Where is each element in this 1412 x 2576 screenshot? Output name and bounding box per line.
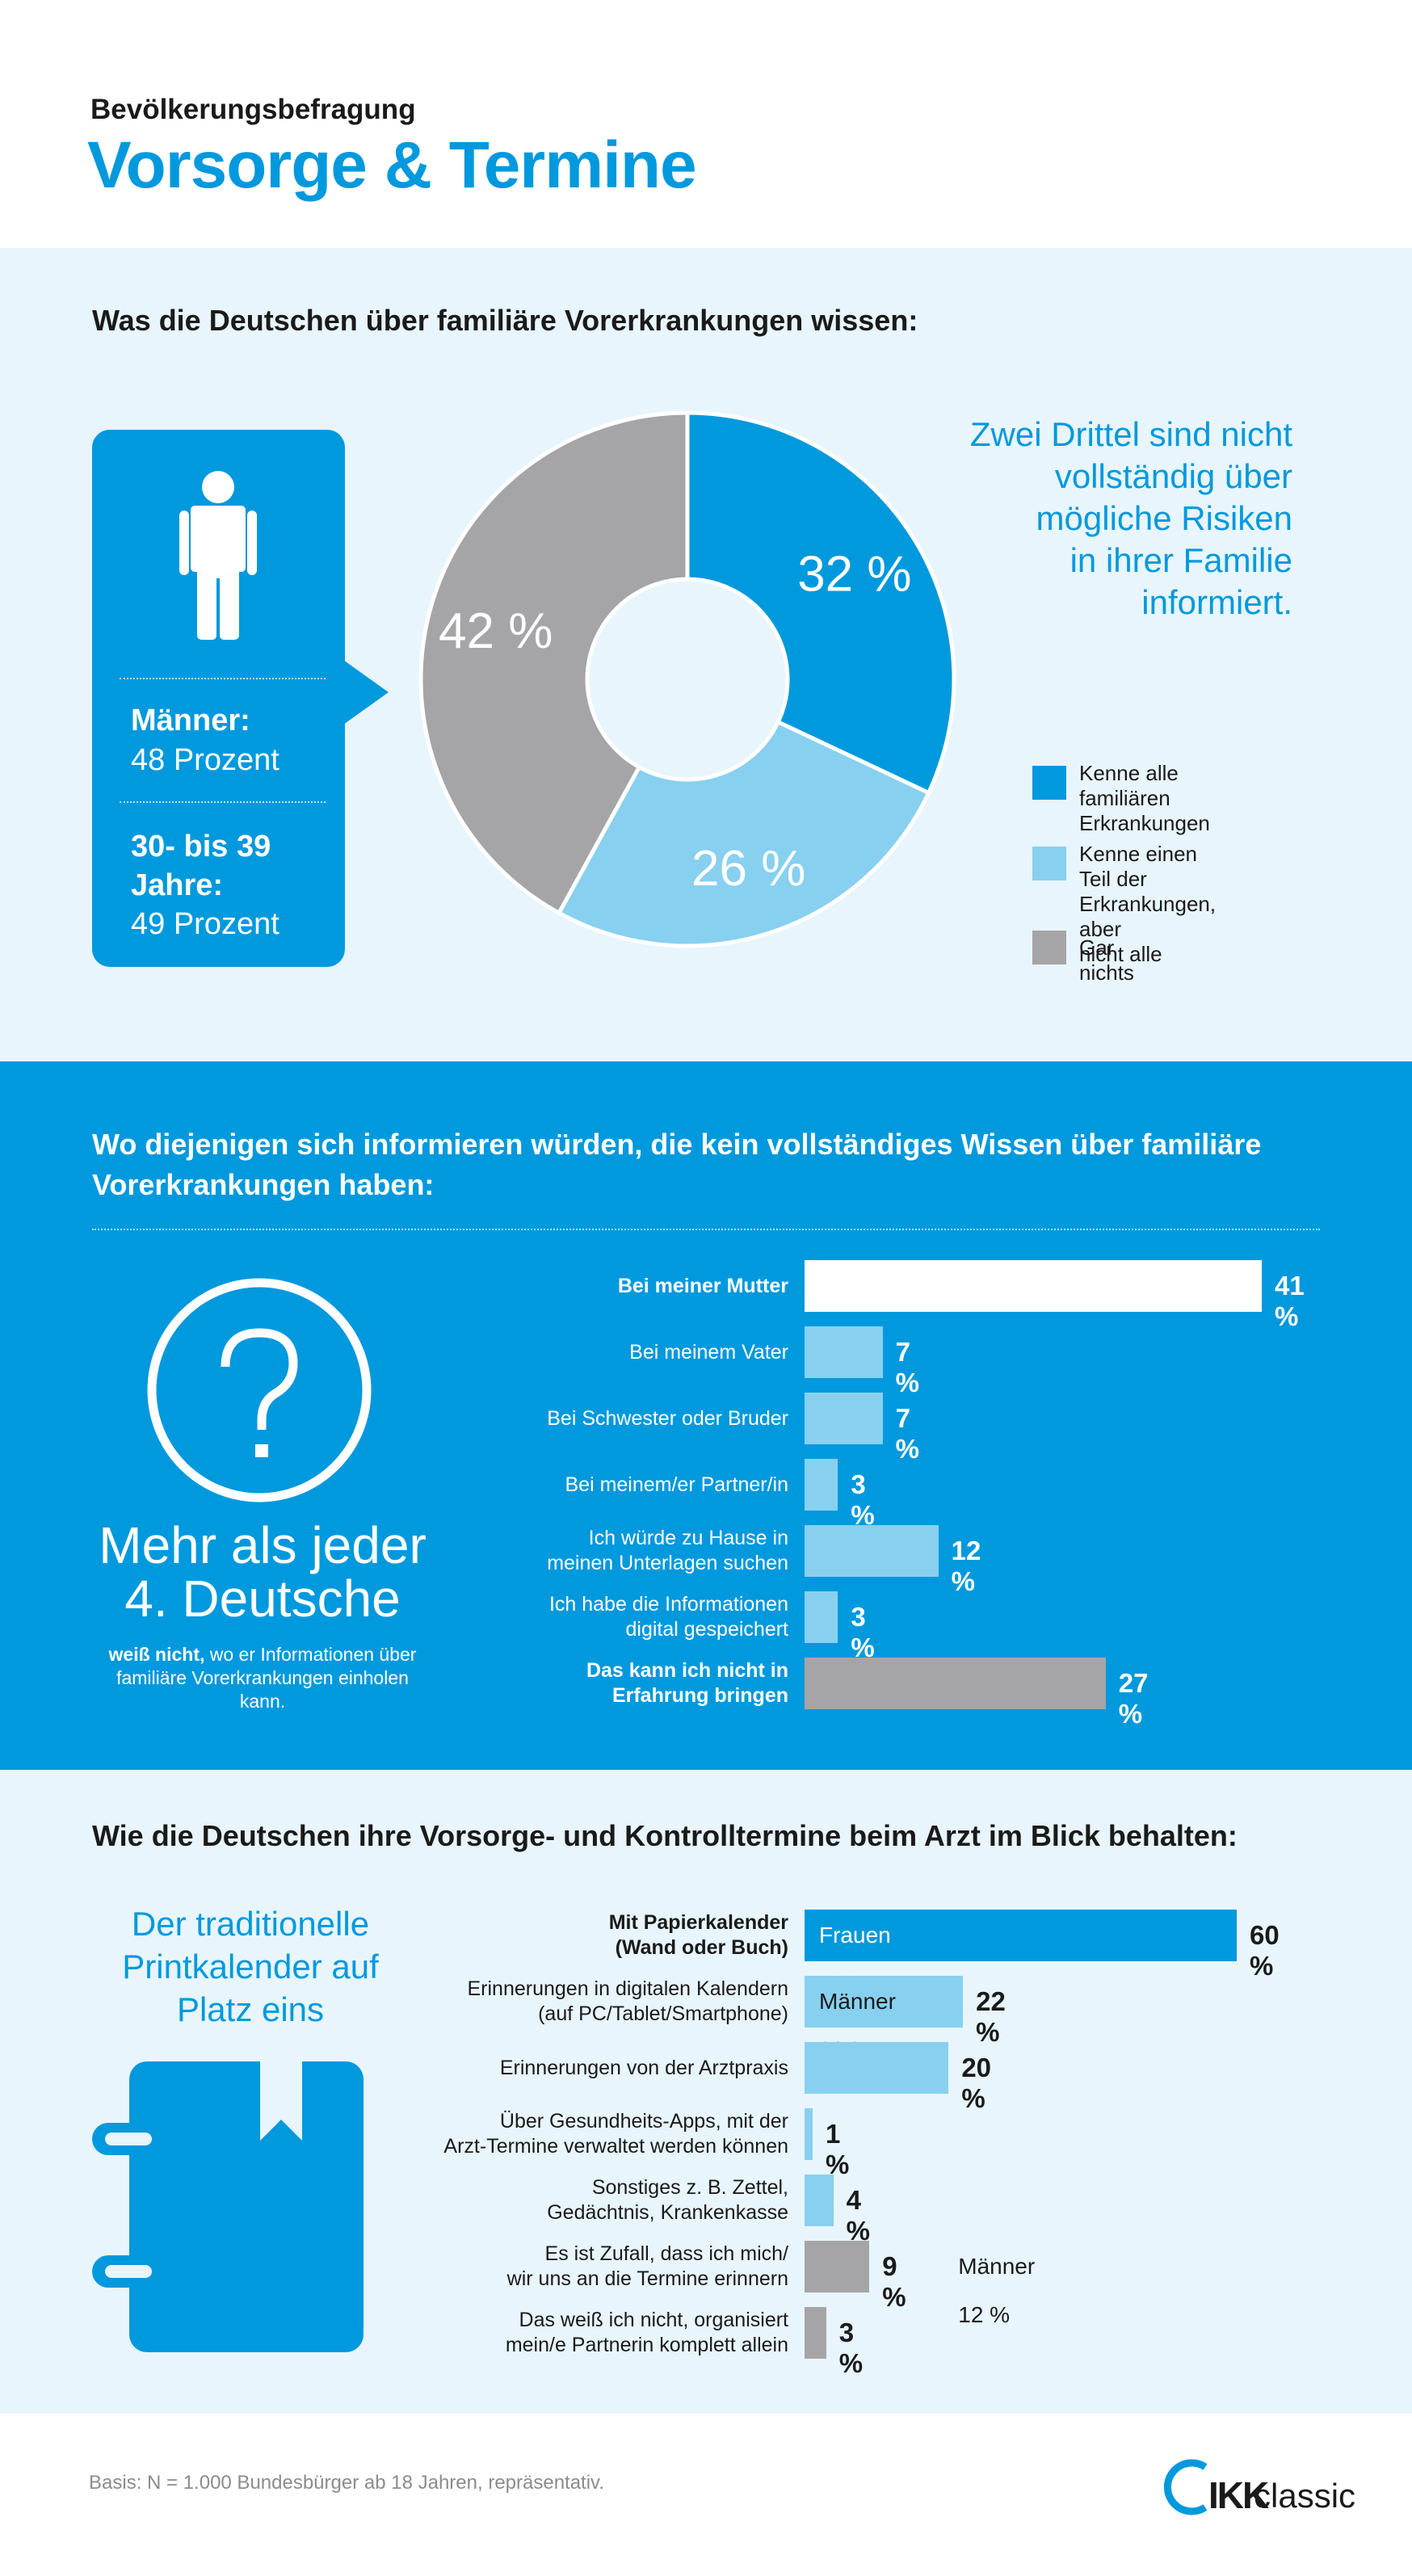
- bar-category-label: Sonstiges z. B. Zettel, Gedächtnis, Krank…: [547, 2176, 788, 2224]
- infobox-divider: [120, 678, 326, 679]
- bar: [805, 2108, 813, 2160]
- bar-value-label: 22 %: [976, 1986, 1006, 2047]
- legend-swatch: [1032, 931, 1066, 964]
- bar-value-label: 1 %: [826, 2119, 850, 2179]
- demographic-infobox: Männer: 48 Prozent 30- bis 39 Jahre: 49 …: [92, 430, 345, 967]
- donut-value-label: 26 %: [691, 841, 805, 897]
- bar-value-label: 4 %: [846, 2185, 870, 2246]
- bar: [805, 1260, 1262, 1312]
- bar-value-label: 3 %: [851, 1469, 875, 1530]
- bar-category-label: Es ist Zufall, dass ich mich/wir uns an …: [506, 2242, 788, 2290]
- section1-question: Was die Deutschen über familiäre Vorerkr…: [92, 304, 918, 337]
- donut-value-label: 32 %: [797, 547, 911, 603]
- bar-value-label: 9 %: [882, 2251, 906, 2312]
- men-value: 48 Prozent: [131, 743, 279, 777]
- bar-value-label: 12 %: [951, 1536, 981, 1596]
- bar-category-label: Mit Papierkalender (Wand oder Buch): [608, 1911, 788, 1959]
- bar: [805, 1525, 939, 1577]
- section3-question: Wie die Deutschen ihre Vorsorge- und Kon…: [92, 1819, 1238, 1852]
- callout-line: in ihrer Familie: [1070, 541, 1292, 579]
- person-icon: [179, 471, 257, 640]
- section3-headline: Der traditionelle Printkalender auf Plat…: [73, 1902, 428, 2031]
- callout-text: Zwei Drittel sind nicht vollständig über…: [889, 414, 1292, 624]
- section2-question: Wo diejenigen sich informieren würden, d…: [92, 1124, 1352, 1205]
- headline-line: Platz eins: [176, 1990, 325, 2028]
- calendar-book-icon: [92, 2061, 364, 2352]
- bar: [805, 1658, 1106, 1709]
- legend-label: Gar nichts: [1079, 935, 1134, 985]
- bar: [805, 2241, 870, 2292]
- section2-divider: [92, 1229, 1320, 1230]
- question-line: Wo diejenigen sich informieren würden, d…: [92, 1128, 1262, 1161]
- bar: [805, 1326, 883, 1378]
- bar-category-label: Bei meinem/er Partner/in: [565, 1473, 788, 1496]
- bar-annotation: Männer 28 %: [819, 1989, 896, 2062]
- callout-line: mögliche Risiken: [1036, 499, 1292, 537]
- question-mark-icon: [147, 1278, 372, 1502]
- bar-value-label: 3 %: [838, 2318, 864, 2378]
- bar-category-label: Das kann ich nicht in Erfahrung bringen: [586, 1659, 788, 1707]
- knowledge-donut-chart: 32 % 26 % 42 %: [418, 410, 956, 948]
- page-title: Vorsorge & Termine: [87, 128, 697, 202]
- donut-value-label: 42 %: [439, 603, 553, 659]
- bar: [805, 1910, 1237, 1961]
- bar-category-label: Bei meiner Mutter: [617, 1274, 788, 1297]
- bar-category-label: Bei meinem Vater: [629, 1340, 788, 1364]
- age-value: 49 Prozent: [131, 907, 279, 941]
- logo-ikk-text: IKK: [1208, 2474, 1269, 2516]
- bar: [805, 2175, 834, 2226]
- legend-label: Kenne einen Teil der Erkrankungen, aber ni…: [1079, 842, 1217, 966]
- donut-slice: [418, 410, 690, 916]
- page-subtitle: Bevölkerungsbefragung: [90, 94, 416, 125]
- age-label: Jahre:: [131, 868, 224, 902]
- logo-classic-text: classic: [1254, 2477, 1356, 2515]
- bar-annotation: Männer 12 %: [958, 2254, 1036, 2327]
- bar: [805, 1393, 883, 1444]
- footer-basis-note: Basis: N = 1.000 Bundesbürger ab 18 Jahr…: [89, 2472, 604, 2494]
- bar-value-label: 41 %: [1275, 1271, 1305, 1331]
- bar-value-label: 60 %: [1250, 1920, 1280, 1981]
- bar-value-label: 20 %: [961, 2053, 992, 2113]
- infobox-pointer: [343, 660, 389, 725]
- bar-category-label: Ich habe die Informationen digital gespei…: [548, 1593, 788, 1641]
- donut-slice: [685, 410, 956, 796]
- bar-category-label: Erinnerungen in digitalen Kalendern (auf …: [467, 1977, 788, 2025]
- callout-line: vollständig über: [1054, 457, 1292, 495]
- men-label: Männer:: [131, 704, 250, 738]
- bar: [805, 1591, 838, 1643]
- callout-line: Zwei Drittel sind nicht: [969, 415, 1292, 453]
- bar-value-label: 7 %: [895, 1403, 919, 1464]
- legend-swatch: [1032, 766, 1066, 800]
- age-label: 30- bis 39: [131, 830, 271, 864]
- bar-category-label: Erinnerungen von der Arztpraxis: [499, 2056, 788, 2079]
- headline-line: 4. Deutsche: [124, 1570, 401, 1628]
- section-information-sources: [0, 1061, 1412, 1770]
- bar-value-label: 3 %: [851, 1602, 875, 1662]
- section2-note: weiß nicht, wo er Informationen über fam…: [105, 1643, 420, 1713]
- donut-slice: [556, 719, 931, 948]
- legend-label: Kenne alle familiären Erkrankungen: [1079, 761, 1210, 835]
- infobox-divider: [120, 801, 326, 803]
- legend-swatch: [1032, 847, 1066, 880]
- note-bold: weiß nicht,: [108, 1644, 205, 1665]
- bar-category-label: Über Gesundheits-Apps, mit der Arzt-Termi…: [443, 2110, 788, 2158]
- bar-value-label: 7 %: [895, 1337, 919, 1397]
- question-line: Vorerkrankungen haben:: [92, 1168, 435, 1201]
- headline-line: Mehr als jeder: [99, 1516, 427, 1574]
- bar: [805, 2042, 949, 2094]
- callout-line: informiert.: [1141, 583, 1292, 621]
- bar-category-label: Bei Schwester oder Bruder: [547, 1406, 788, 1430]
- note-text: wo er Informationen über familiäre Vorer…: [116, 1644, 417, 1712]
- section2-headline: Mehr als jeder 4. Deutsche: [81, 1519, 444, 1625]
- bar-value-label: 27 %: [1118, 1668, 1149, 1729]
- ikk-logo-icon: [1163, 2459, 1208, 2515]
- bar-category-label: Ich würde zu Hause in meinen Unterlagen s…: [547, 1527, 788, 1574]
- headline-line: Printkalender auf: [122, 1948, 379, 1986]
- bar: [805, 1459, 838, 1511]
- bar: [805, 1976, 964, 2028]
- bar: [805, 2307, 826, 2359]
- bar-category-label: Das weiß ich nicht, organisiert mein/e Pa…: [505, 2309, 788, 2356]
- headline-line: Der traditionelle: [131, 1905, 370, 1943]
